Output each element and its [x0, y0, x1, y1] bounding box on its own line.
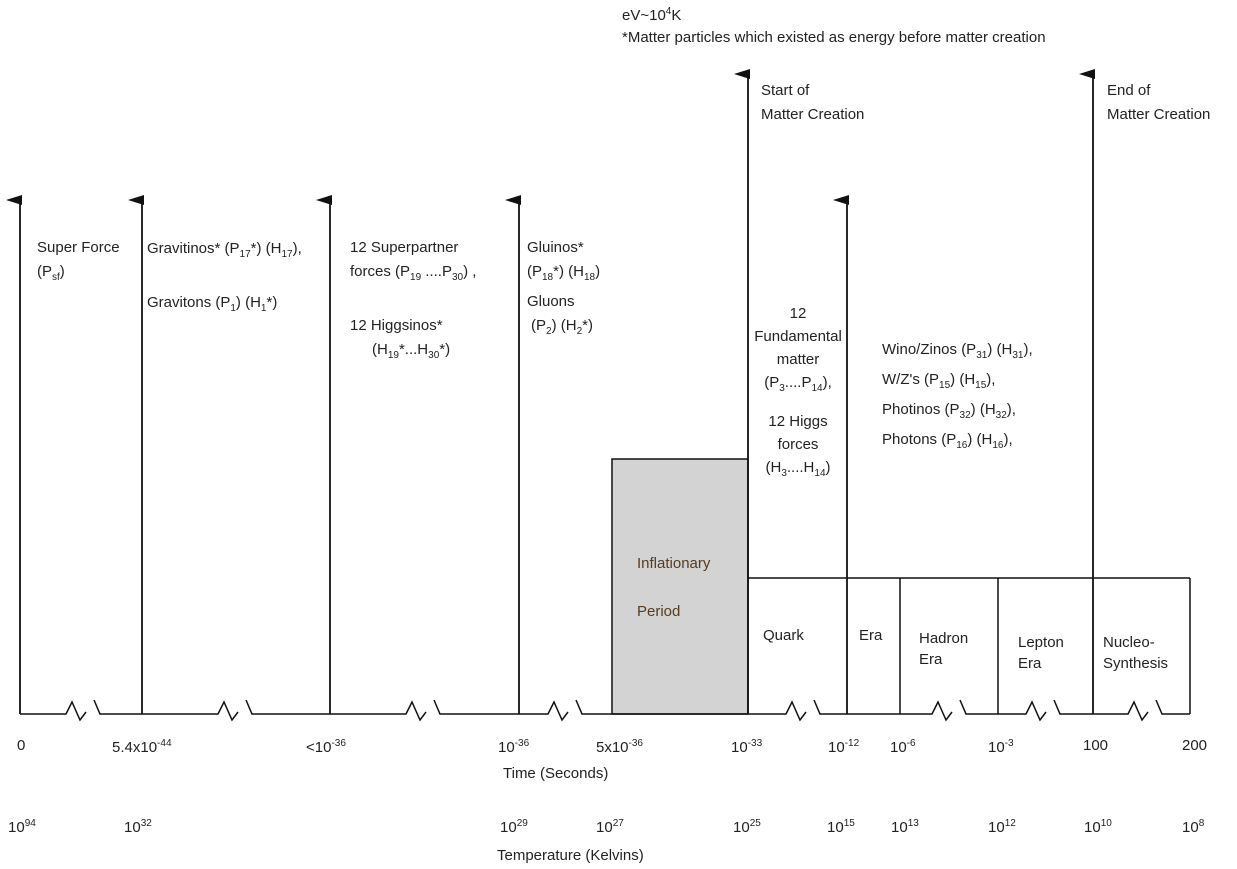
end-matter-creation-label: End of Matter Creation [1107, 82, 1211, 123]
time-tick: 0 [17, 737, 26, 754]
start-matter-creation-label: Start of Matter Creation [761, 82, 865, 123]
time-tick: 5.4x10-44 [112, 738, 172, 756]
temperature-tick: 1094 [8, 818, 36, 836]
time-tick: 10-6 [890, 738, 916, 756]
time-tick: 200 [1182, 737, 1208, 754]
temperature-axis-label: Temperature (Kelvins) [497, 847, 644, 864]
temperature-tick: 1013 [891, 818, 919, 836]
time-tick: 5x10-36 [596, 738, 643, 756]
time-tick: 100 [1083, 737, 1109, 754]
time-tick: 10-12 [828, 738, 860, 756]
time-tick: 10-36 [498, 738, 530, 756]
time-axis-label: Time (Seconds) [503, 765, 609, 782]
superpartner-label: 12 Superpartner forces (P19 ....P30) , 1… [350, 239, 477, 361]
time-axis-line [20, 699, 1190, 722]
temperature-tick: 1012 [988, 818, 1016, 836]
super-force-label: Super Force (Psf) [37, 239, 120, 283]
nucleosynthesis-label: Nucleo- Synthesis [1103, 634, 1169, 672]
time-tick: <10-36 [306, 738, 346, 756]
inflationary-box [611, 458, 749, 715]
electroweak-label: Wino/Zinos (P31) (H31), W/Z's (P15) (H15… [882, 341, 1033, 451]
time-tick: 10-3 [988, 738, 1014, 756]
temperature-tick: 1029 [500, 818, 528, 836]
lepton-era-label: Lepton Era [1018, 634, 1064, 672]
inflationary-period-label: Inflationary Period [637, 555, 711, 620]
temperature-tick: 1032 [124, 818, 152, 836]
temperature-tick: 1025 [733, 818, 761, 836]
era-label: Era [859, 627, 883, 644]
temperature-tick: 1010 [1084, 818, 1112, 836]
quark-era-label: Quark [763, 627, 804, 644]
hadron-era-label: Hadron Era [919, 630, 969, 668]
temperature-tick: 1027 [596, 818, 624, 836]
gluinos-label: Gluinos* (P18*) (H18) Gluons (P2) (H2*) [527, 239, 601, 337]
gravitinos-label: Gravitinos* (P17*) (H17), Gravitons (P1)… [147, 240, 302, 314]
footnote: *Matter particles which existed as energ… [622, 29, 1046, 46]
unit-conversion: eV~104K [622, 6, 682, 24]
time-tick: 10-33 [731, 738, 763, 756]
temperature-tick: 1015 [827, 818, 855, 836]
temperature-tick: 108 [1182, 818, 1205, 836]
fundamental-matter-label: 12 Fundamental matter (P3....P14), 12 Hi… [754, 305, 842, 479]
era-boxes [748, 577, 1191, 714]
